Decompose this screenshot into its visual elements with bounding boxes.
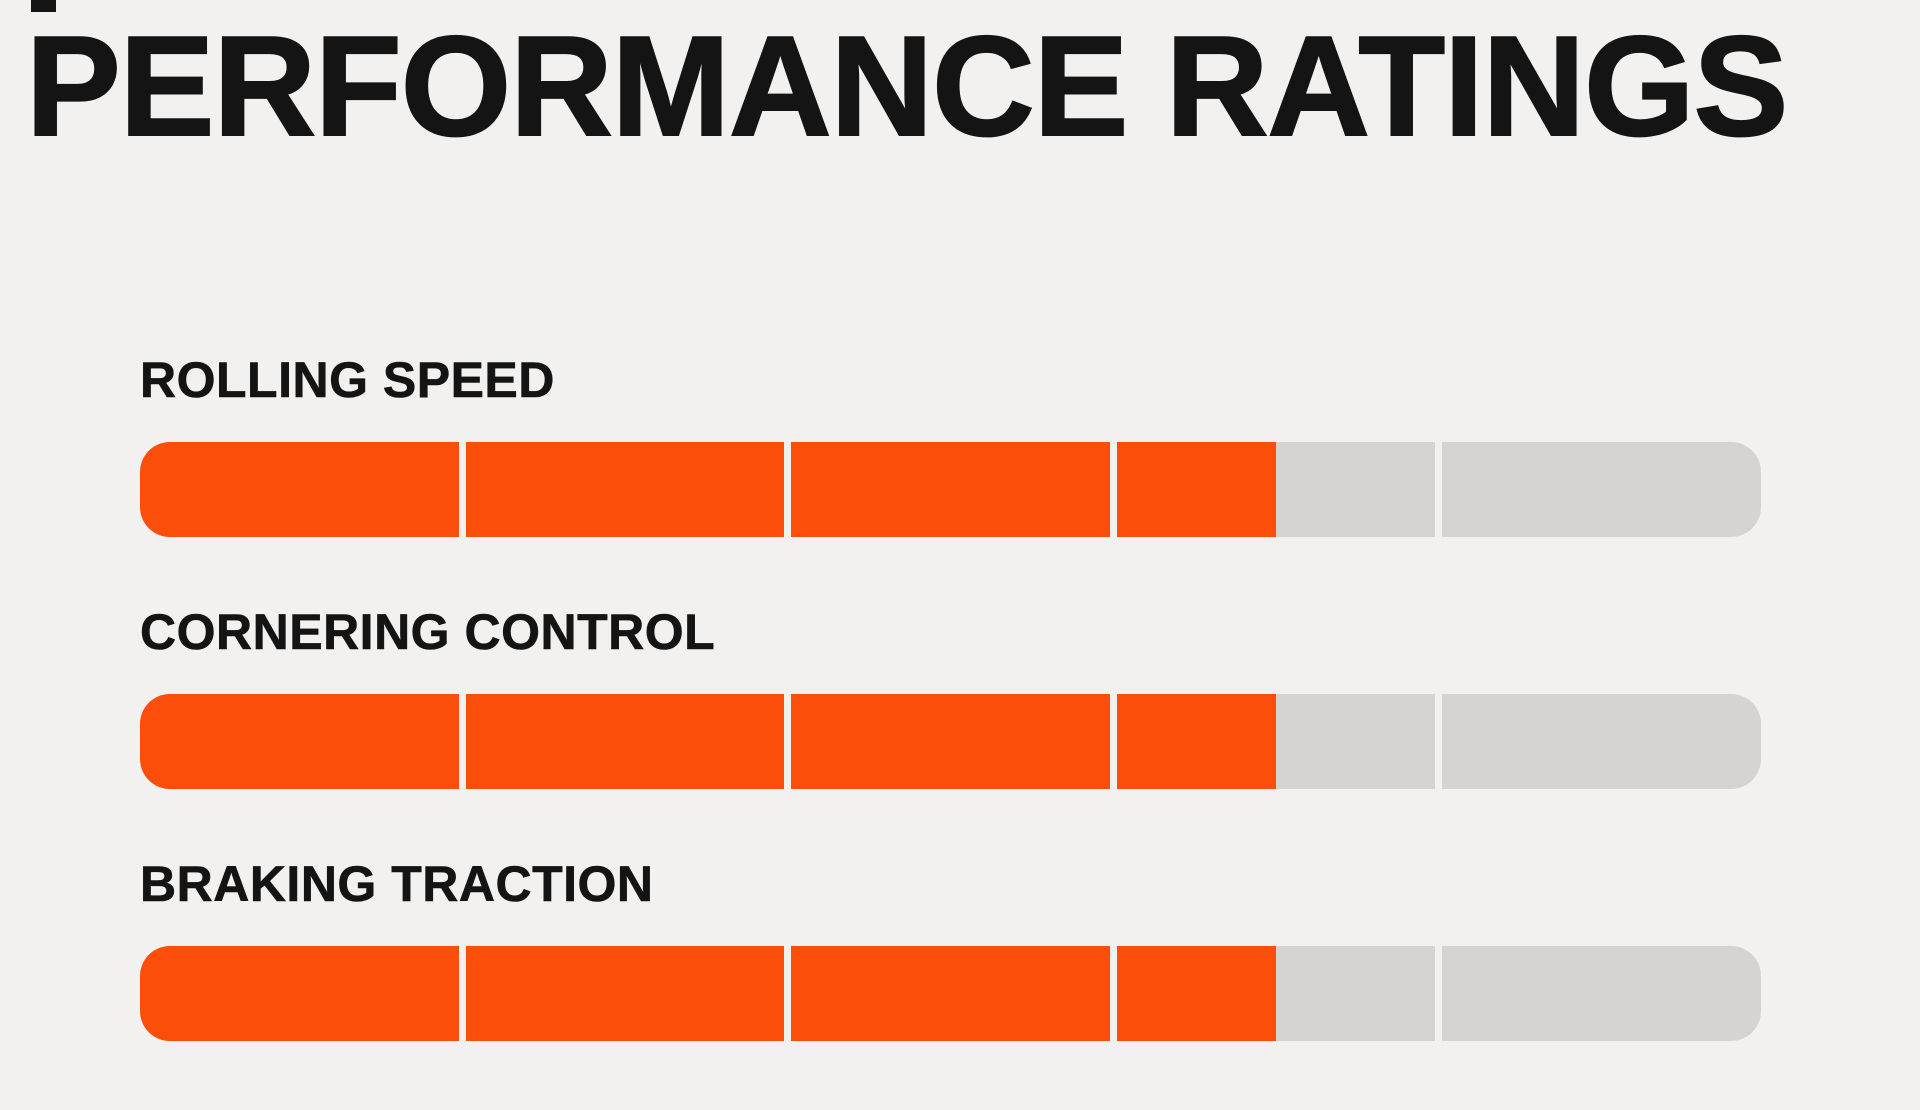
segment-fill [791,946,1110,1041]
segment-fill [1116,946,1277,1041]
segment-fill [140,946,459,1041]
rating-label: ROLLING SPEED [140,352,555,409]
rating-bar [140,694,1761,789]
bar-segment [1116,442,1436,537]
rating-bar [140,442,1761,537]
bar-segment [1116,946,1436,1041]
top-left-corner-mark [31,0,56,12]
segment-fill [140,694,459,789]
bar-segment [1116,694,1436,789]
bar-segment [140,946,459,1041]
rating-row: ROLLING SPEED [140,352,1761,537]
bar-segment [140,694,459,789]
bar-segment [791,442,1110,537]
segment-fill [465,442,785,537]
bar-segment [1442,946,1761,1041]
rating-label: CORNERING CONTROL [140,604,716,661]
rating-row: BRAKING TRACTION [140,856,1761,1041]
rating-row: CORNERING CONTROL [140,604,1761,789]
ratings-list: ROLLING SPEED CORNERING CONTROL BRAKING … [140,352,1761,1041]
segment-fill [1116,442,1277,537]
segment-fill [140,442,459,537]
segment-fill [791,694,1110,789]
bar-segment [465,946,785,1041]
bar-segment [791,946,1110,1041]
bar-segment [791,694,1110,789]
bar-segment [465,694,785,789]
page-title: PERFORMANCE RATINGS [25,7,1789,166]
segment-fill [791,442,1110,537]
rating-bar [140,946,1761,1041]
bar-segment [465,442,785,537]
bar-segment [140,442,459,537]
bar-segment [1442,694,1761,789]
rating-label: BRAKING TRACTION [140,856,654,913]
bar-segment [1442,442,1761,537]
segment-fill [1116,694,1277,789]
segment-fill [465,946,785,1041]
segment-fill [465,694,785,789]
